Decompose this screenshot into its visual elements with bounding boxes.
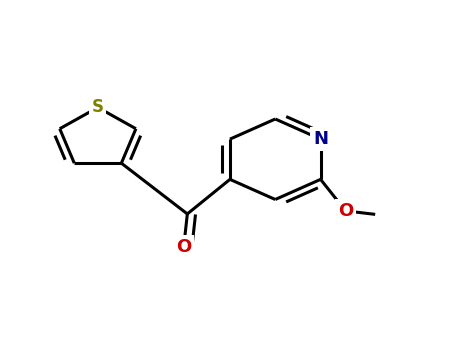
Text: O: O <box>338 202 353 220</box>
Text: N: N <box>313 130 328 148</box>
Text: S: S <box>92 98 104 117</box>
Text: O: O <box>176 238 191 256</box>
